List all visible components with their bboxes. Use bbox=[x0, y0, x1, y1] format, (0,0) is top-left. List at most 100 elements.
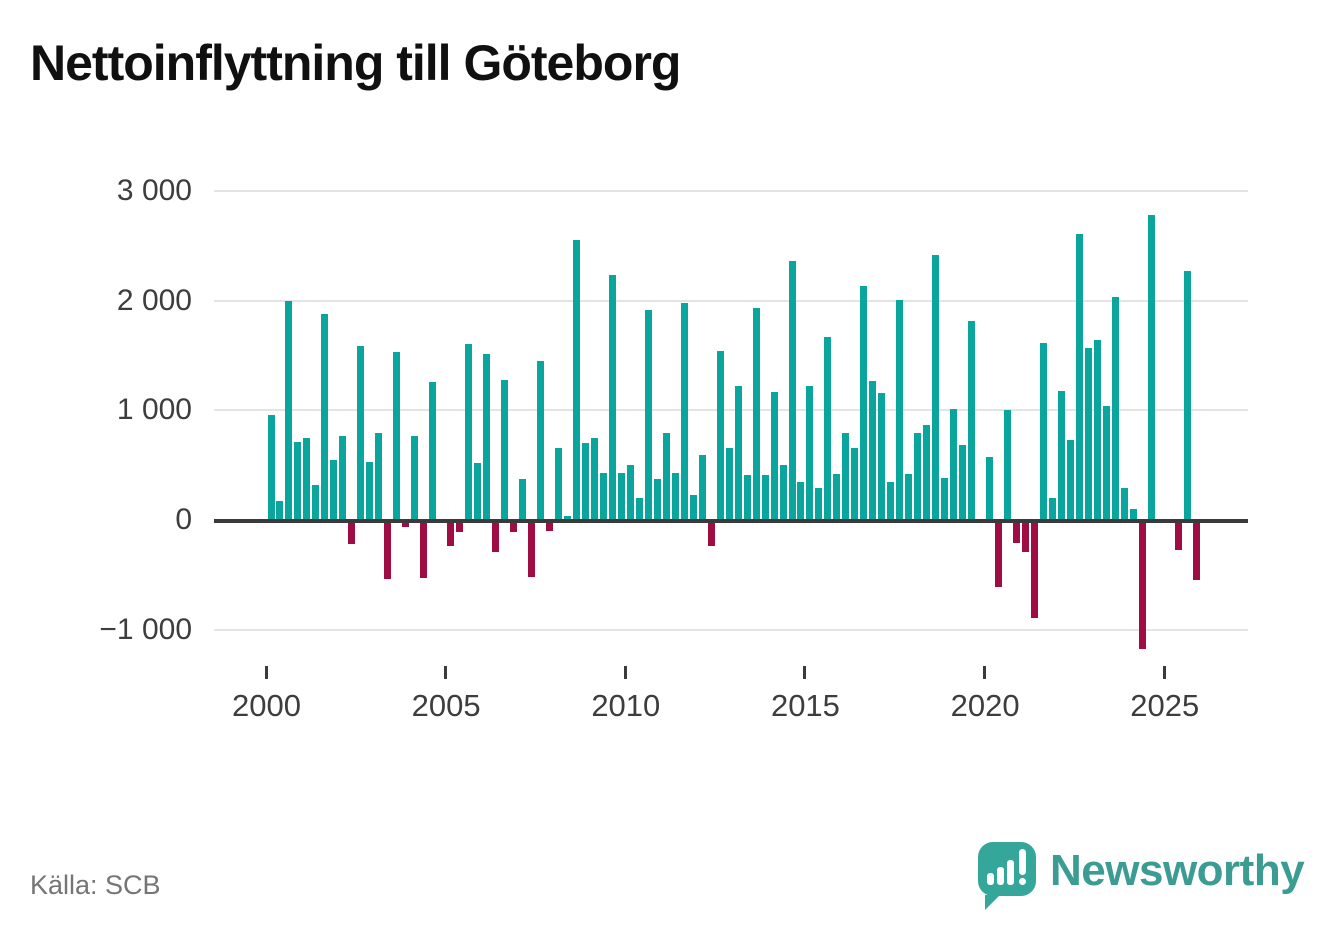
bar bbox=[887, 481, 895, 520]
x-tick-mark bbox=[264, 666, 268, 679]
bar bbox=[1093, 340, 1101, 520]
bar bbox=[1013, 523, 1021, 543]
bar bbox=[815, 488, 823, 520]
x-tick-label: 2020 bbox=[950, 688, 1020, 723]
bar bbox=[617, 472, 625, 520]
chart-title: Nettoinflyttning till Göteborg bbox=[30, 35, 681, 91]
y-tick-label: 3 000 bbox=[116, 173, 192, 207]
bar bbox=[572, 240, 580, 520]
x-tick-label: 2025 bbox=[1130, 688, 1200, 723]
bar bbox=[734, 386, 742, 520]
bar bbox=[1004, 410, 1012, 520]
bar bbox=[510, 523, 518, 532]
newsworthy-logo: Newsworthy bbox=[978, 842, 1305, 910]
bar bbox=[411, 435, 419, 520]
bar bbox=[1138, 523, 1146, 650]
logo-wordmark: Newsworthy bbox=[1050, 846, 1305, 895]
bar bbox=[599, 472, 607, 520]
y-gridline bbox=[214, 409, 1248, 412]
x-tick-mark bbox=[1162, 666, 1166, 679]
x-tick-mark bbox=[623, 666, 627, 679]
bar bbox=[492, 523, 500, 552]
bar bbox=[1129, 509, 1137, 520]
bar bbox=[851, 447, 859, 520]
bar bbox=[276, 501, 284, 520]
bar bbox=[465, 344, 473, 520]
bar bbox=[959, 445, 967, 520]
bar bbox=[626, 465, 634, 520]
bar bbox=[1058, 390, 1065, 520]
bar bbox=[1192, 523, 1200, 581]
bar bbox=[429, 381, 437, 520]
bar bbox=[653, 479, 661, 520]
bar bbox=[716, 351, 724, 520]
bar bbox=[788, 261, 796, 520]
bar bbox=[833, 473, 841, 520]
bar bbox=[707, 523, 715, 547]
bar bbox=[950, 409, 958, 520]
bar bbox=[420, 523, 428, 578]
x-tick-mark bbox=[983, 666, 987, 679]
logo-speech-bubble-icon bbox=[978, 842, 1036, 910]
bar bbox=[1120, 488, 1128, 520]
bar bbox=[474, 462, 482, 520]
bar bbox=[456, 523, 464, 532]
bar bbox=[563, 515, 571, 520]
bar bbox=[536, 360, 544, 520]
y-gridline bbox=[214, 628, 1248, 631]
bar bbox=[285, 300, 293, 520]
bar bbox=[986, 457, 994, 520]
bar bbox=[393, 352, 401, 520]
bar bbox=[483, 354, 491, 520]
bar bbox=[671, 472, 679, 520]
bar bbox=[743, 475, 751, 520]
bar bbox=[402, 523, 410, 528]
bar bbox=[680, 302, 688, 520]
bar bbox=[842, 433, 850, 520]
bar bbox=[1031, 523, 1039, 619]
bar bbox=[545, 523, 553, 531]
x-tick-label: 2010 bbox=[591, 688, 661, 723]
bar bbox=[590, 437, 598, 520]
x-tick-mark bbox=[444, 666, 448, 679]
bar bbox=[528, 523, 535, 577]
bar bbox=[698, 455, 706, 520]
bar bbox=[806, 386, 814, 520]
bar bbox=[725, 447, 733, 520]
logo-chart-bar-icon bbox=[997, 867, 1004, 885]
bar bbox=[1040, 343, 1048, 520]
bar bbox=[644, 310, 652, 520]
bar bbox=[339, 435, 347, 520]
bar bbox=[869, 380, 877, 520]
bar bbox=[447, 523, 455, 547]
bar bbox=[689, 494, 697, 520]
bar bbox=[1049, 498, 1057, 520]
logo-exclamation-icon bbox=[1019, 849, 1026, 875]
bar bbox=[905, 473, 913, 520]
bar bbox=[995, 523, 1003, 587]
bar bbox=[824, 336, 832, 520]
x-tick-mark bbox=[803, 666, 807, 679]
x-tick-label: 2015 bbox=[770, 688, 840, 723]
bar bbox=[914, 433, 922, 520]
bar bbox=[1174, 523, 1182, 551]
logo-chart-bar-icon bbox=[1007, 860, 1014, 885]
bar bbox=[321, 313, 329, 520]
bar bbox=[779, 465, 787, 520]
bar bbox=[608, 275, 616, 520]
bar bbox=[761, 475, 769, 520]
x-axis-line bbox=[214, 519, 1248, 523]
bar bbox=[267, 414, 275, 520]
y-gridline bbox=[214, 189, 1248, 192]
bar bbox=[923, 424, 931, 520]
y-tick-label: 1 000 bbox=[116, 393, 192, 427]
bar bbox=[878, 392, 886, 520]
bar bbox=[662, 433, 670, 520]
bar bbox=[896, 299, 904, 520]
bar bbox=[1084, 347, 1092, 520]
bar bbox=[1075, 233, 1083, 520]
x-tick-label: 2005 bbox=[411, 688, 481, 723]
bar bbox=[294, 442, 302, 520]
